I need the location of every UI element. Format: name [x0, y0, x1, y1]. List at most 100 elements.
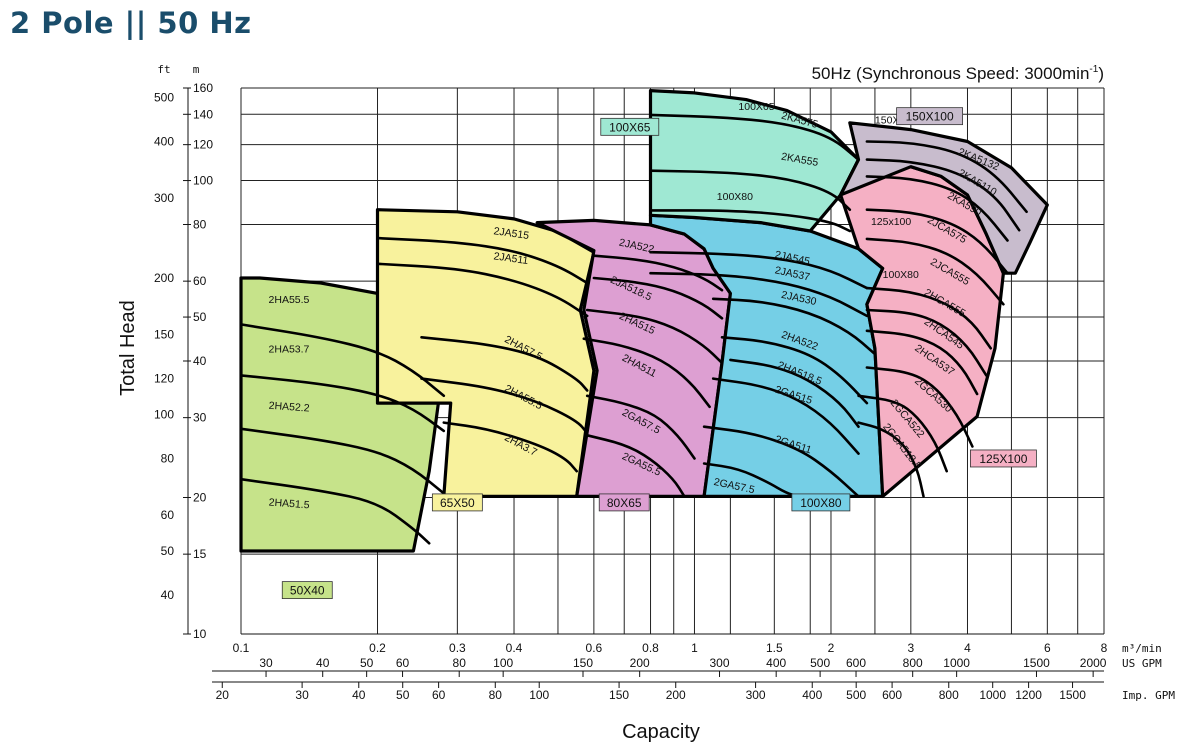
curve-2hca545: [865, 308, 988, 377]
axes-layer: 1015203040506080100120140160405060801001…: [154, 63, 1175, 702]
curve-2ga57.5: [702, 462, 801, 498]
curve-2ha3.7: [442, 421, 578, 473]
x-tick-label: 1.5: [766, 641, 783, 655]
legend-label: 125X100: [979, 452, 1027, 466]
curve-2ja545: [649, 250, 869, 290]
imp-gpm-tick-label: 1500: [1059, 688, 1086, 702]
us-gpm-tick-label: 600: [846, 656, 866, 670]
x-tick-label: 0.4: [506, 641, 523, 655]
m-unit-label: m: [193, 63, 200, 76]
legend-label: 65X50: [440, 496, 475, 510]
us-gpm-tick-label: 150: [573, 656, 593, 670]
legend-layer: 50X40 65X50 80X65 100X80 100X65 125X100 150X10…: [281, 107, 1037, 600]
curve-2ja518.5: [592, 276, 724, 320]
us-gpm-tick-label: 80: [453, 656, 467, 670]
y-axis-label: Total Head: [117, 300, 139, 396]
m-tick-label: 160: [193, 81, 213, 95]
x-tick-label: 0.8: [642, 641, 659, 655]
us-gpm-tick-label: 200: [630, 656, 650, 670]
legend-box-125x100: [969, 449, 1037, 468]
m-tick-label: 40: [193, 354, 207, 368]
chart-title: 50Hz (Synchronous Speed: 3000min-1): [812, 64, 1104, 83]
page-title: 2 Pole || 50 Hz: [10, 6, 252, 40]
m-tick-label: 50: [193, 310, 207, 324]
x-tick-label: 6: [1044, 641, 1051, 655]
ft-tick-label: 120: [154, 372, 174, 386]
curve-2jca575: [865, 208, 1009, 275]
curve-label: 2JA515: [493, 225, 530, 242]
curve-label: 2HA51.5: [268, 497, 310, 512]
curve-2gca522: [857, 394, 948, 473]
curve-2hca555: [865, 286, 992, 350]
curve-2ka575: [649, 113, 860, 161]
legend-box-65x50: [431, 493, 483, 512]
region-inner-label: 100X80: [717, 191, 753, 203]
x-tick-label: 2: [828, 641, 835, 655]
imp-gpm-tick-label: 500: [846, 688, 866, 702]
imp-gpm-tick-label: 600: [882, 688, 902, 702]
x-tick-label: 0.3: [449, 641, 466, 655]
curve-2ka5110: [865, 158, 1021, 232]
curve-2ja537: [649, 271, 869, 318]
imp-gpm-tick-label: 80: [489, 688, 503, 702]
x-tick-label: 1: [691, 641, 698, 655]
imp-gpm-tick-label: 1200: [1015, 688, 1042, 702]
curve-2ha51.5: [239, 477, 431, 545]
region-65x50: [375, 208, 596, 498]
imp-gpm-tick-label: 400: [802, 688, 822, 702]
m-tick-label: 20: [193, 491, 207, 505]
curve-2ga515: [711, 377, 860, 455]
ft-tick-label: 300: [154, 191, 174, 205]
curve-2ka5132: [865, 140, 1028, 214]
x-tick-label: 4: [964, 641, 971, 655]
curve-2ha511: [582, 337, 711, 409]
us-gpm-tick-label: 40: [316, 656, 330, 670]
curve-2gca530: [865, 366, 974, 448]
imp-gpm-tick-label: 60: [432, 688, 446, 702]
curve-2gca518.5: [857, 421, 925, 498]
m-tick-label: 15: [193, 547, 207, 561]
imp-gpm-tick-label: 20: [216, 688, 230, 702]
us-gpm-tick-label: 500: [810, 656, 830, 670]
curve-2ka555: [649, 169, 852, 211]
legend-box-80x65: [598, 493, 650, 512]
curve-2ga511: [702, 425, 860, 498]
imp-gpm-tick-label: 50: [396, 688, 410, 702]
ft-tick-label: 40: [161, 588, 175, 602]
curve-2jca555: [865, 237, 1005, 306]
ft-tick-label: 150: [154, 328, 174, 342]
us-gpm-unit-label: US GPM: [1122, 657, 1162, 670]
x-axis-label: Capacity: [622, 721, 700, 743]
x-tick-label: 3: [907, 641, 914, 655]
curve-2ja511: [376, 262, 589, 318]
legend-label: 80X65: [607, 496, 642, 510]
region-inner-label: 125x100: [871, 216, 911, 228]
curve-2ha53.7: [239, 374, 446, 433]
curve-2ga57.5: [585, 394, 696, 460]
curve-label: 2HA52.2: [268, 400, 310, 415]
ft-unit-label: ft: [157, 63, 170, 76]
ft-tick-label: 400: [154, 135, 174, 149]
m-tick-label: 10: [193, 627, 207, 641]
m-tick-label: 120: [193, 138, 213, 152]
region-inner-label: 100X80: [883, 269, 919, 281]
legend-box-150x100: [896, 107, 964, 126]
curve-2ha518.5: [729, 358, 860, 428]
curve-2ja530: [711, 297, 877, 356]
legend-label: 100X80: [800, 496, 842, 510]
curve-label: 2JA511: [493, 250, 529, 267]
ft-tick-label: 200: [154, 271, 174, 285]
x-tick-label: 0.1: [233, 641, 250, 655]
region-100x65: [648, 89, 861, 233]
m-tick-label: 140: [193, 107, 213, 121]
ft-tick-label: 50: [161, 544, 175, 558]
imp-gpm-tick-label: 1000: [979, 688, 1006, 702]
us-gpm-tick-label: 400: [766, 656, 786, 670]
region-inner-label: 100X65: [738, 101, 774, 113]
legend-label: 100X65: [609, 120, 651, 134]
m-tick-label: 60: [193, 274, 207, 288]
legend-box-100x80: [791, 493, 851, 512]
curve-2ha52.2: [239, 427, 446, 495]
curve-2ka590: [865, 175, 1009, 242]
imp-gpm-tick-label: 150: [609, 688, 629, 702]
